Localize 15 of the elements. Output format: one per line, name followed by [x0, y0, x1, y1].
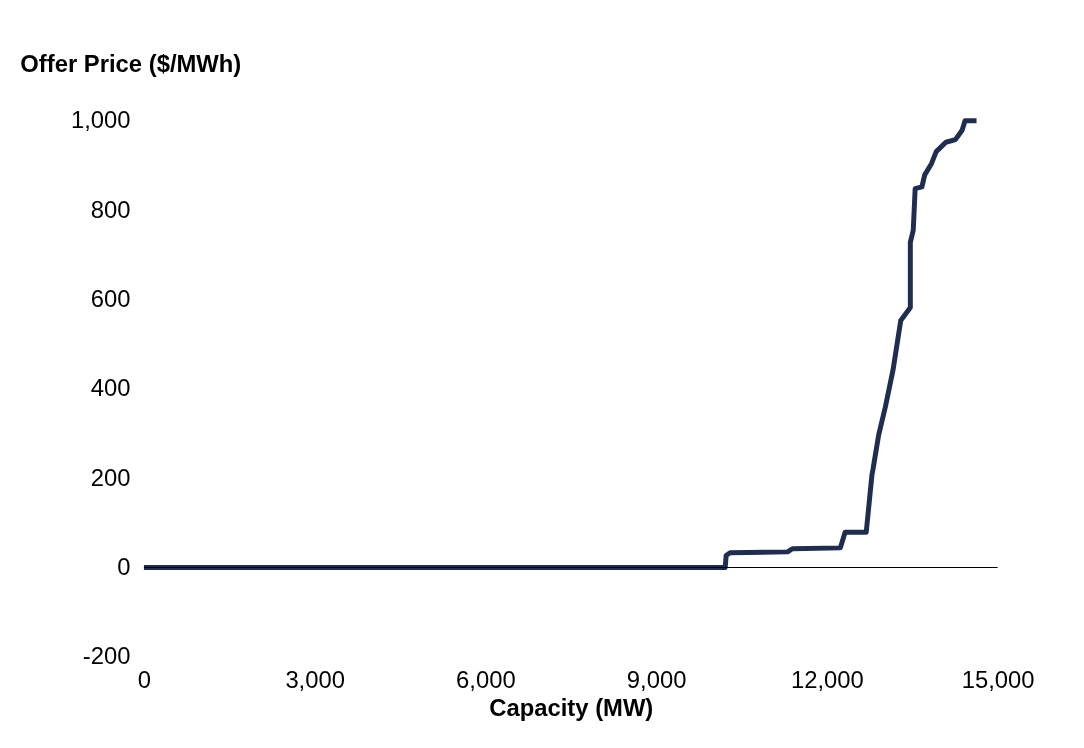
x-axis-title: Capacity (MW) [489, 693, 654, 721]
y-tick-label: 200 [90, 463, 131, 491]
x-tick-label: 15,000 [961, 666, 1035, 694]
x-tick-label: 0 [137, 666, 152, 694]
y-tick-label: 1,000 [70, 106, 131, 134]
x-tick-label: 6,000 [456, 666, 516, 694]
y-tick-label: 400 [90, 374, 131, 402]
y-tick-label: 800 [90, 195, 131, 223]
y-axis-title: Offer Price ($/MWh) [20, 49, 242, 77]
x-tick-label: 12,000 [790, 666, 864, 694]
y-tick-label: -200 [82, 642, 131, 670]
y-tick-label: 0 [117, 552, 131, 580]
y-tick-label: 600 [90, 284, 131, 312]
x-tick-label: 3,000 [285, 666, 345, 694]
x-tick-label: 9,000 [626, 666, 687, 694]
